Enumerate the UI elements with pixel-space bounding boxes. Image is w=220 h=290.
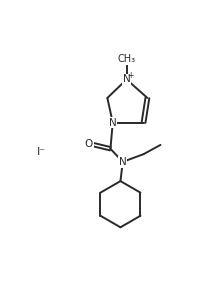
Text: O: O <box>85 139 93 149</box>
Text: +: + <box>127 71 134 80</box>
Text: N: N <box>123 75 130 84</box>
Text: N: N <box>109 117 117 128</box>
Text: I⁻: I⁻ <box>37 147 46 157</box>
Text: N: N <box>119 157 127 167</box>
Text: CH₃: CH₃ <box>117 55 136 64</box>
